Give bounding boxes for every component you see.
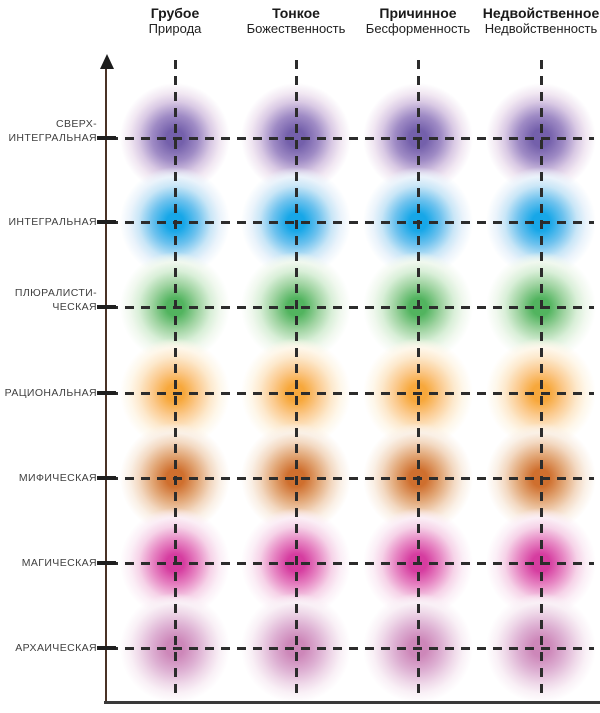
column-dashed-line — [295, 60, 298, 698]
row-dashed-line — [109, 137, 594, 140]
column-header: Тонкое Божественность — [211, 5, 381, 36]
row-dashed-line — [109, 477, 594, 480]
row-label: ПЛЮРАЛИСТИ- ЧЕСКАЯ — [15, 286, 97, 314]
row-dashed-line — [109, 221, 594, 224]
column-header: Грубое Природа — [90, 5, 260, 36]
x-axis — [104, 701, 600, 704]
row-label: ИНТЕГРАЛЬНАЯ — [8, 215, 97, 229]
column-state-label: Причинное — [379, 5, 457, 21]
column-header: Причинное Бесформенность — [333, 5, 503, 36]
row-label: МАГИЧЕСКАЯ — [22, 556, 97, 570]
y-axis — [105, 66, 107, 704]
column-sublabel: Недвойственность — [484, 21, 598, 36]
row-dashed-line — [109, 562, 594, 565]
row-label-line: МАГИЧЕСКАЯ — [21, 557, 97, 569]
row-dashed-line — [109, 392, 594, 395]
row-dashed-line — [109, 647, 594, 650]
column-sublabel: Божественность — [246, 21, 346, 36]
row-label-line: ИНТЕГРАЛЬНАЯ — [8, 216, 97, 228]
y-axis-tick — [97, 391, 116, 395]
column-dashed-line — [540, 60, 543, 698]
column-dashed-line — [174, 60, 177, 698]
y-axis-arrow-icon — [100, 54, 114, 69]
row-label: СВЕРХ- ИНТЕГРАЛЬНАЯ — [8, 117, 97, 145]
y-axis-tick — [97, 305, 116, 309]
row-label-line: ИНТЕГРАЛЬНАЯ — [8, 132, 97, 144]
column-sublabel: Бесформенность — [365, 21, 471, 36]
row-label-line: МИФИЧЕСКАЯ — [18, 472, 97, 484]
y-axis-tick — [97, 561, 116, 565]
row-label-line: АРХАИЧЕСКАЯ — [15, 642, 97, 654]
row-label: АРХАИЧЕСКАЯ — [15, 641, 97, 655]
row-label: МИФИЧЕСКАЯ — [19, 471, 97, 485]
y-axis-tick — [97, 220, 116, 224]
column-state-label: Грубое — [150, 5, 200, 21]
row-label-line: ПЛЮРАЛИСТИ- — [14, 287, 97, 299]
column-state-label: Тонкое — [272, 5, 320, 21]
y-axis-tick — [97, 476, 116, 480]
column-state-label: Недвойственное — [482, 5, 600, 21]
column-dashed-line — [417, 60, 420, 698]
row-label-line: РАЦИОНАЛЬНАЯ — [4, 387, 97, 399]
column-header: Недвойственное Недвойственность — [456, 5, 600, 36]
row-label-line: ЧЕСКАЯ — [52, 301, 97, 313]
y-axis-tick — [97, 646, 116, 650]
row-dashed-line — [109, 306, 594, 309]
column-sublabel: Природа — [148, 21, 202, 36]
row-label: РАЦИОНАЛЬНАЯ — [5, 386, 97, 400]
row-label-line: СВЕРХ- — [55, 118, 97, 130]
y-axis-tick — [97, 136, 116, 140]
